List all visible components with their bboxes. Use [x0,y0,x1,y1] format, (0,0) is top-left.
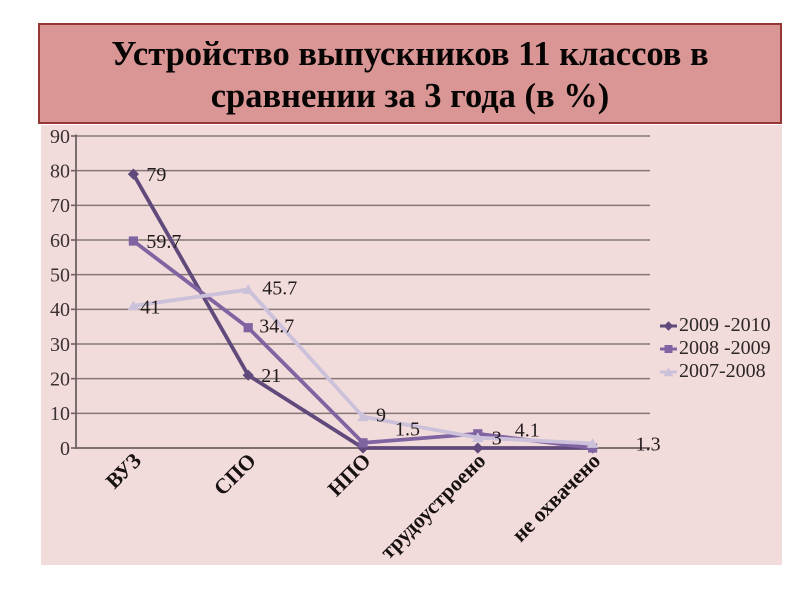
category-label: трудоустроено [375,449,490,564]
slide-title: Устройство выпускников 11 классов в срав… [111,35,709,115]
legend-entry: 2008 -2009 [660,337,771,360]
triangle-marker [127,300,140,311]
y-tick-label: 10 [50,403,70,425]
y-tick-label: 80 [50,160,70,182]
legend-entry: 2009 -2010 [660,314,771,337]
legend-triangle-swatch [660,366,677,376]
data-label: 1.3 [636,433,661,455]
legend-diamond-swatch [660,320,677,331]
y-tick-label: 50 [50,264,70,286]
square-marker [358,438,368,448]
title-banner: Устройство выпускников 11 классов в срав… [38,23,782,124]
legend-square-swatch [660,344,677,353]
square-marker [128,236,138,246]
category-label: НПО [323,449,375,501]
category-label: не охвачено [507,449,605,547]
diamond-marker [472,442,484,454]
square-marker [243,323,253,333]
data-label: 45.7 [262,277,297,299]
chart-legend: 2009 -2010 2008 -2009 2007-2008 [660,314,771,383]
category-label: ВУЗ [101,449,146,494]
triangle-marker [357,411,369,422]
y-tick-label: 0 [60,438,70,460]
y-tick-label: 60 [50,230,70,252]
y-tick-label: 70 [50,195,70,217]
series-line [131,173,593,450]
data-label: 3 [492,427,502,449]
y-tick-label: 90 [50,126,70,148]
legend-label: 2007-2008 [679,360,766,382]
data-label: 79 [146,164,166,186]
data-label: 9 [376,405,386,427]
chart-area [41,125,782,565]
data-label: 41 [140,297,160,319]
legend-entry: 2007-2008 [660,360,771,383]
data-label: 4.1 [515,420,540,442]
data-label: 59.7 [146,231,181,253]
y-tick-label: 40 [50,299,70,321]
triangle-marker [242,284,254,294]
triangle-marker [586,438,599,448]
diamond-marker [242,369,254,381]
y-tick-label: 30 [50,334,70,356]
square-marker [588,443,598,453]
legend-label: 2008 -2009 [679,337,771,359]
data-label: 34.7 [259,316,294,338]
y-tick-label: 20 [50,368,70,390]
category-label: СПО [209,449,261,501]
legend-label: 2009 -2010 [679,314,771,336]
data-label: 21 [261,365,281,387]
diamond-marker [127,168,139,180]
triangle-marker [472,432,484,442]
data-label: 1.5 [395,419,420,441]
